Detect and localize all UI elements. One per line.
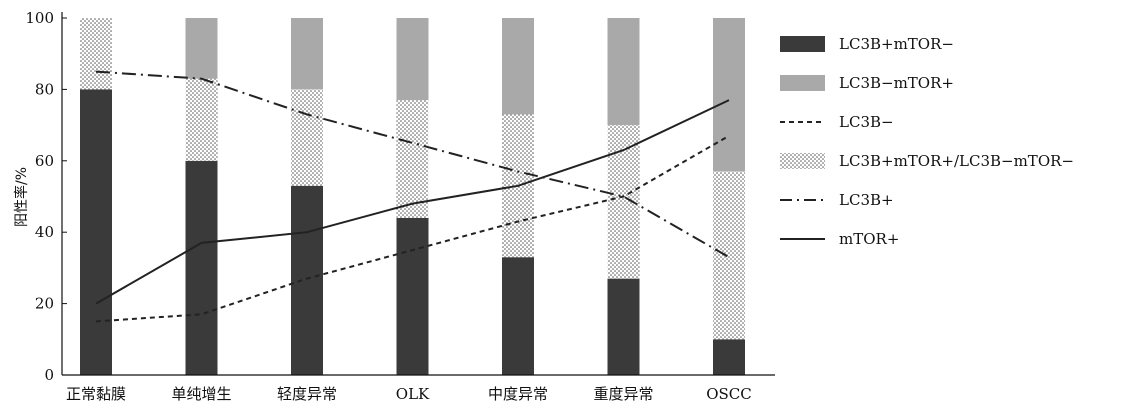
bar-dotted-1 <box>185 78 218 161</box>
x-tick-label: 中度异常 <box>488 385 548 403</box>
bar-dotted-3 <box>396 100 429 218</box>
y-tick-label: 40 <box>35 223 54 241</box>
bar-dotted-2 <box>291 89 323 186</box>
legend-label: LC3B+mTOR+/LC3B−mTOR− <box>839 152 1074 170</box>
legend-swatch-dark <box>780 36 825 52</box>
legend-label: LC3B+mTOR− <box>839 35 954 53</box>
y-axis-label: 阳性率/% <box>13 167 30 227</box>
bar-light-1 <box>185 18 218 79</box>
x-tick-label: OLK <box>396 385 430 403</box>
y-tick-label: 100 <box>25 9 54 27</box>
bar-dark-0 <box>80 89 112 376</box>
line-layer <box>95 70 730 323</box>
bar-dark-2 <box>291 185 323 375</box>
x-tick-label: 重度异常 <box>593 385 653 403</box>
bar-light-3 <box>396 18 429 101</box>
bar-dotted-0 <box>80 18 112 90</box>
axes: 0 20 40 60 80 100 正常黏膜 单纯增生 轻度异常 OLK 中度异常 重度异常 OSCC 阳… <box>13 9 775 403</box>
bar-light-6 <box>713 18 745 172</box>
bar-dark-4 <box>502 257 534 375</box>
y-tick-label: 80 <box>35 80 54 98</box>
legend-label: mTOR+ <box>839 230 899 248</box>
y-tick-label: 20 <box>35 295 54 313</box>
bar-dark-5 <box>607 278 640 375</box>
line-dashed <box>95 134 730 323</box>
bar-dark-1 <box>185 160 218 375</box>
line-dashdot <box>95 70 730 259</box>
x-tick-label: 正常黏膜 <box>66 385 126 403</box>
bar-light-2 <box>291 18 323 90</box>
bar-light-4 <box>502 18 534 115</box>
bar-light-5 <box>607 18 640 126</box>
legend-label: LC3B−mTOR+ <box>839 74 954 92</box>
bar-layer <box>80 18 745 376</box>
legend-label: LC3B+ <box>839 191 894 209</box>
legend: LC3B+mTOR− LC3B−mTOR+ LC3B− LC3B+mTOR+/LC3B… <box>780 35 1074 248</box>
bar-dark-3 <box>396 217 429 375</box>
legend-swatch-light <box>780 75 825 91</box>
legend-swatch-dotted <box>780 153 825 169</box>
y-tick-label: 0 <box>44 366 54 384</box>
bar-dark-6 <box>713 339 745 375</box>
bar-dotted-6 <box>713 171 745 340</box>
x-tick-label: 单纯增生 <box>171 385 231 403</box>
x-tick-label: OSCC <box>706 385 752 403</box>
legend-label: LC3B− <box>839 113 894 131</box>
y-tick-label: 60 <box>35 152 54 170</box>
x-tick-label: 轻度异常 <box>277 385 337 403</box>
line-solid <box>95 99 730 305</box>
